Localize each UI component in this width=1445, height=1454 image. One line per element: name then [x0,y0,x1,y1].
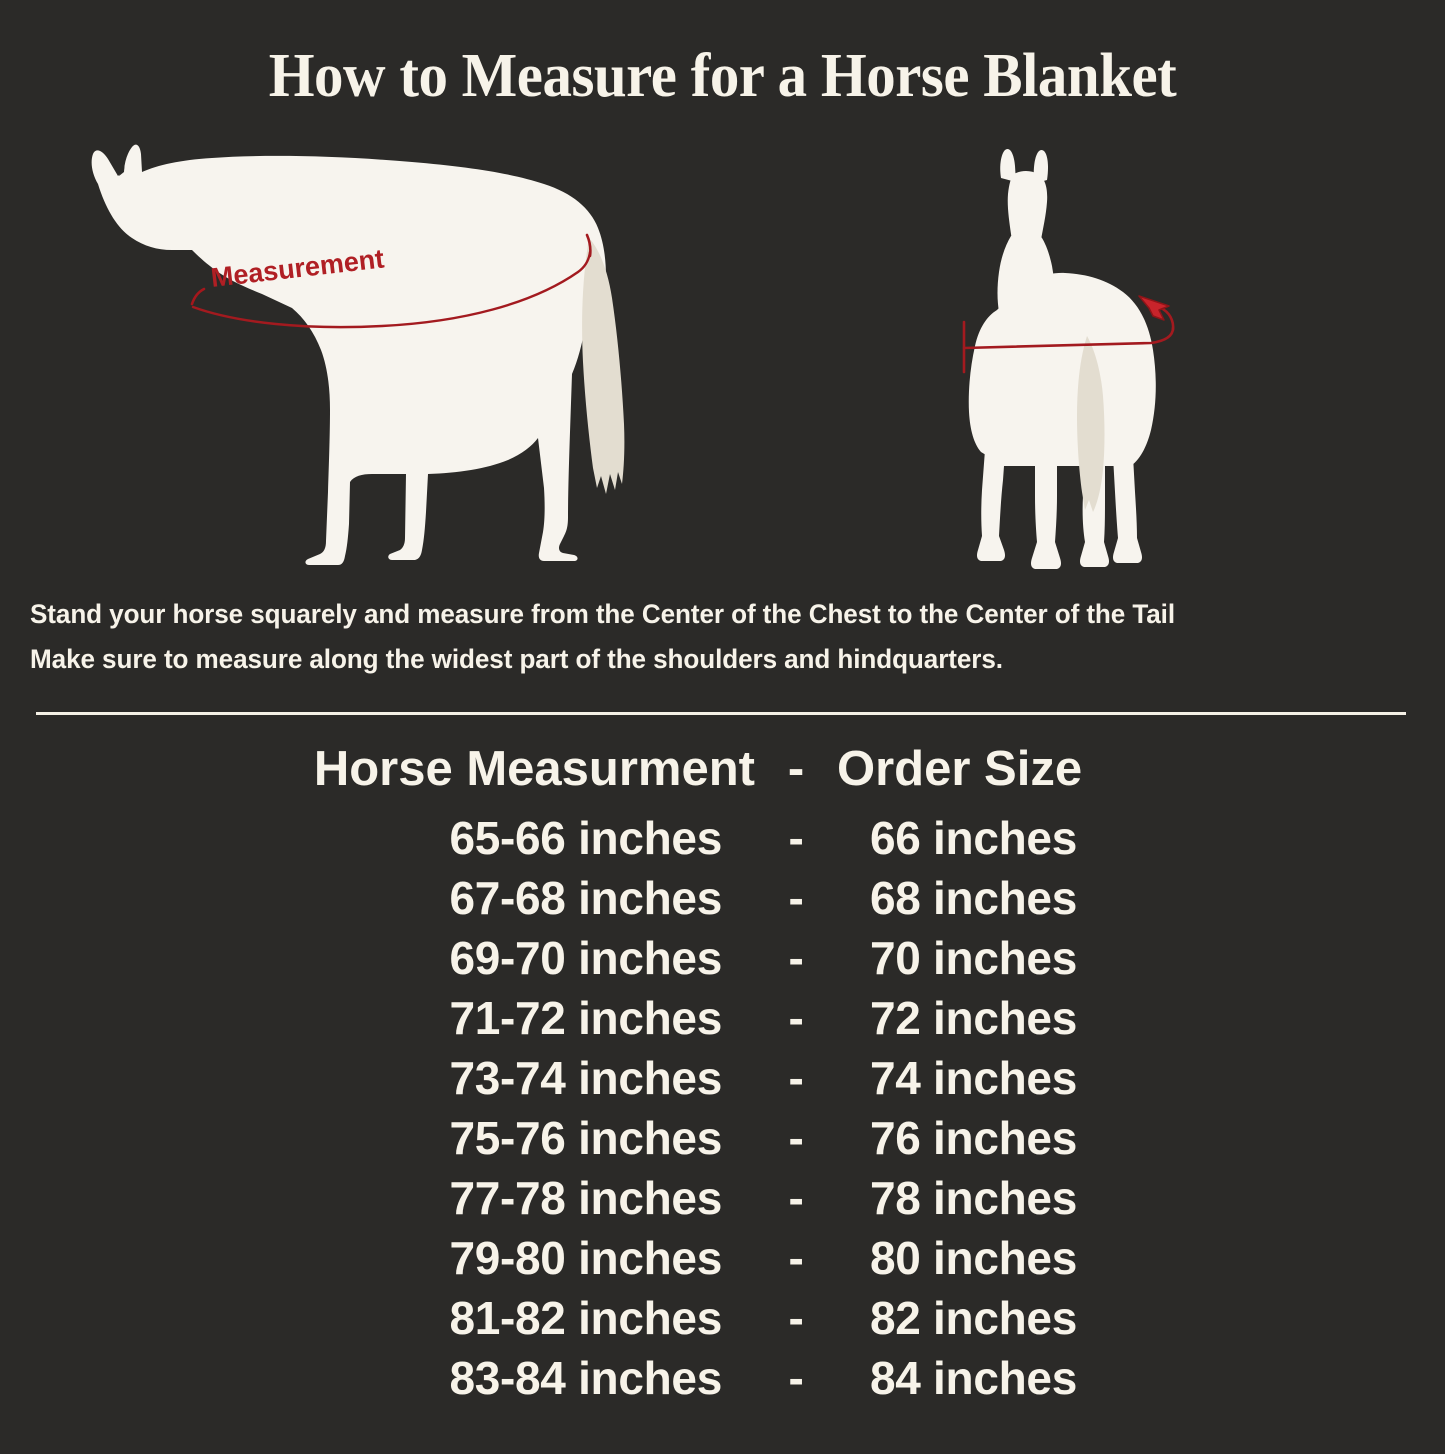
cell-measurement: 69-70 inches [449,932,722,984]
table-row: 71-72 inches - 72 inches [0,988,1445,1048]
cell-measurement: 73-74 inches [449,1052,722,1104]
table-header-row: Horse Measurment - Order Size [0,730,1445,808]
cell-separator: - [788,1352,804,1404]
table-row: 77-78 inches - 78 inches [0,1168,1445,1228]
cell-order-size: 74 inches [870,1052,1077,1104]
instructions-text: Stand your horse squarely and measure fr… [30,592,1399,682]
header-measurement: Horse Measurment [313,742,755,796]
cell-measurement: 83-84 inches [449,1352,722,1404]
header-separator: - [787,742,805,796]
table-row: 69-70 inches - 70 inches [0,928,1445,988]
cell-separator: - [788,1292,804,1344]
header-order-size: Order Size [837,742,1083,796]
cell-measurement: 65-66 inches [449,812,722,864]
cell-order-size: 84 inches [870,1352,1077,1404]
cell-separator: - [788,872,804,924]
instructions-line-1: Stand your horse squarely and measure fr… [30,599,1175,629]
measure-arrow-icon [1138,295,1170,321]
cell-measurement: 81-82 inches [449,1292,722,1344]
cell-separator: - [788,992,804,1044]
cell-separator: - [788,1112,804,1164]
horse-rear-view-silhouette [935,140,1225,580]
cell-measurement: 71-72 inches [449,992,722,1044]
cell-order-size: 80 inches [870,1232,1077,1284]
horse-side-view-silhouette: Measurement [62,132,682,577]
cell-order-size: 70 inches [870,932,1077,984]
cell-order-size: 66 inches [870,812,1077,864]
cell-order-size: 78 inches [870,1172,1077,1224]
cell-separator: - [788,932,804,984]
cell-order-size: 68 inches [870,872,1077,924]
cell-measurement: 79-80 inches [449,1232,722,1284]
page-title: How to Measure for a Horse Blanket [268,42,1177,110]
section-divider [36,712,1406,715]
size-chart-table: Horse Measurment - Order Size 65-66 inch… [0,730,1445,1408]
cell-measurement: 67-68 inches [449,872,722,924]
table-row: 75-76 inches - 76 inches [0,1108,1445,1168]
cell-order-size: 72 inches [870,992,1077,1044]
table-row: 67-68 inches - 68 inches [0,868,1445,928]
cell-separator: - [788,1052,804,1104]
instructions-line-2: Make sure to measure along the widest pa… [30,644,1003,674]
table-row: 81-82 inches - 82 inches [0,1288,1445,1348]
cell-separator: - [788,1172,804,1224]
cell-separator: - [788,812,804,864]
cell-order-size: 76 inches [870,1112,1077,1164]
cell-order-size: 82 inches [870,1292,1077,1344]
cell-separator: - [788,1232,804,1284]
table-row: 73-74 inches - 74 inches [0,1048,1445,1108]
table-row: 83-84 inches - 84 inches [0,1348,1445,1408]
cell-measurement: 77-78 inches [449,1172,722,1224]
measurement-illustration: Measurement [0,132,1445,577]
table-row: 79-80 inches - 80 inches [0,1228,1445,1288]
cell-measurement: 75-76 inches [449,1112,722,1164]
table-row: 65-66 inches - 66 inches [0,808,1445,868]
